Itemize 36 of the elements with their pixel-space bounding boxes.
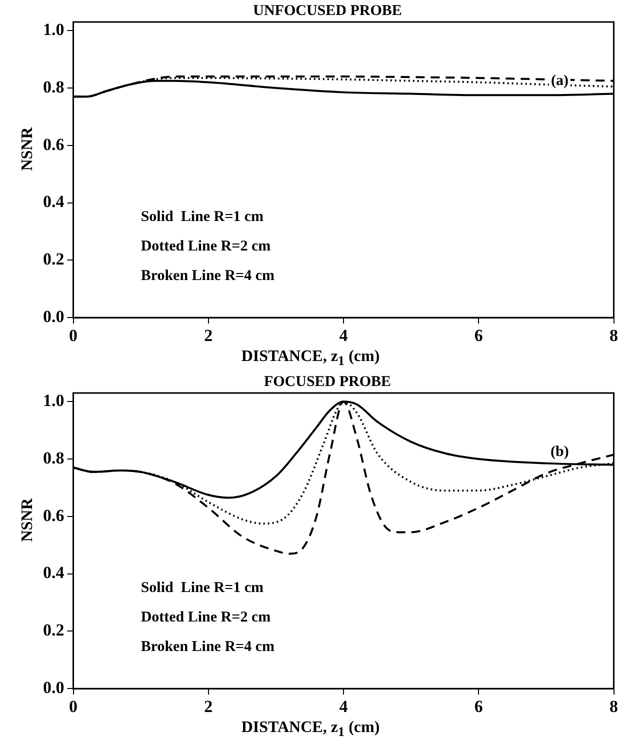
x-tick-label: 8 [610, 697, 618, 716]
x-tick-label: 6 [474, 697, 483, 716]
x-tick-label: 4 [339, 697, 348, 716]
y-tick-label: 0.6 [43, 506, 64, 525]
x-tick-label: 2 [204, 326, 213, 346]
annotation: Dotted Line R=2 cm [140, 238, 272, 255]
y-tick-label: 1.0 [43, 391, 64, 410]
y-axis-title: NSNR [19, 497, 37, 544]
y-tick-label: 0.6 [43, 134, 64, 154]
chart-title: FOCUSED PROBE [264, 374, 392, 390]
annotation: Broken Line R=4 cm [140, 268, 276, 284]
x-tick-label: 0 [69, 326, 78, 346]
x-tick-label: 4 [339, 326, 348, 346]
x-tick-label: 2 [204, 697, 213, 716]
x-tick-label: 0 [69, 697, 78, 716]
annotation: Dotted Line R=2 cm [140, 610, 272, 626]
y-axis-title: NSNR [19, 126, 37, 173]
annotation: (a) [550, 72, 568, 89]
x-axis-title: DISTANCE, z$_{1}$ (cm) [240, 718, 381, 741]
y-tick-label: 0.0 [43, 678, 64, 697]
y-tick-label: 0.2 [43, 250, 64, 269]
y-tick-label: 0.4 [43, 192, 65, 212]
y-tick-label: 0.8 [43, 448, 64, 468]
chart-title: UNFOCUSED PROBE [253, 2, 402, 19]
y-tick-label: 0.2 [43, 620, 64, 640]
annotation: Solid Line R=1 cm [140, 580, 264, 596]
annotation: (b) [550, 444, 569, 460]
annotation: Solid Line R=1 cm [140, 208, 264, 225]
y-tick-label: 0.8 [43, 77, 64, 96]
annotation: Broken Line R=4 cm [140, 639, 276, 656]
x-tick-label: 8 [610, 326, 618, 346]
y-tick-label: 0.4 [43, 563, 65, 582]
x-axis-title: DISTANCE, z$_{1}$ (cm) [240, 346, 381, 370]
x-tick-label: 6 [474, 326, 483, 346]
y-tick-label: 1.0 [43, 20, 64, 39]
y-tick-label: 0.0 [43, 306, 64, 326]
